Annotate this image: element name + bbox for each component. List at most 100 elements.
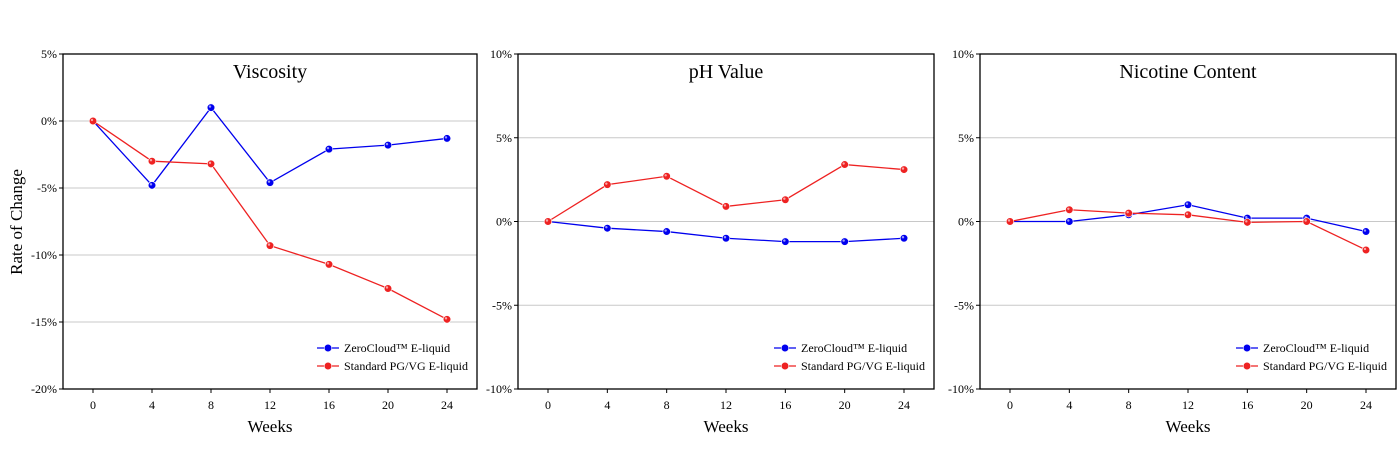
data-point-highlight <box>326 262 330 265</box>
data-point <box>840 160 849 169</box>
data-point-highlight <box>901 236 905 239</box>
legend-label: ZeroCloud™ E-liquid <box>801 341 907 355</box>
legend-marker <box>323 343 333 353</box>
x-tick-label: 16 <box>323 398 335 412</box>
data-point <box>324 145 334 154</box>
data-point-highlight <box>664 174 667 177</box>
data-point <box>265 241 275 250</box>
y-tick-label: 5% <box>958 131 974 145</box>
y-tick-label: 5% <box>41 47 57 61</box>
x-tick-label: 8 <box>664 398 670 412</box>
data-point-highlight <box>1185 202 1189 205</box>
legend-marker <box>1242 343 1252 353</box>
data-point-highlight <box>1007 219 1011 222</box>
y-tick-label: -5% <box>954 298 974 312</box>
data-point <box>442 134 452 143</box>
data-point <box>899 234 909 243</box>
data-point <box>1361 227 1371 236</box>
data-point-highlight <box>1245 220 1248 223</box>
data-point-highlight <box>605 226 608 229</box>
y-tick-label: 0% <box>958 215 974 229</box>
data-point <box>147 181 157 190</box>
data-point <box>1183 200 1193 209</box>
legend-label: Standard PG/VG E-liquid <box>344 359 468 373</box>
y-tick-label: -10% <box>486 382 512 396</box>
x-tick-label: 0 <box>90 398 96 412</box>
legend-marker <box>780 343 790 353</box>
data-point-highlight <box>723 204 727 207</box>
data-point <box>721 202 731 211</box>
data-point-highlight <box>208 105 212 108</box>
y-tick-label: -20% <box>31 382 57 396</box>
data-point-highlight <box>723 236 727 239</box>
x-tick-label: 20 <box>1301 398 1313 412</box>
legend-label: Standard PG/VG E-liquid <box>1263 359 1387 373</box>
y-axis-title: Rate of Change <box>7 169 26 275</box>
x-tick-label: 24 <box>898 398 910 412</box>
legend: ZeroCloud™ E-liquid Standard PG/VG E-liqu… <box>774 341 925 373</box>
chart-panels: 5% 0% -5% -10% -15% -20% 0 4 8 12 16 20 24 Weeks Visco… <box>31 47 1397 436</box>
panel-title: pH Value <box>689 61 764 83</box>
data-point-highlight <box>842 162 845 165</box>
y-tick-label: -5% <box>37 181 57 195</box>
data-point-highlight <box>1126 210 1129 214</box>
data-point <box>603 224 612 233</box>
data-point-highlight <box>385 286 389 289</box>
data-point-highlight <box>1245 215 1248 219</box>
data-point <box>781 237 790 246</box>
data-point <box>1183 210 1193 219</box>
y-tick-label: 0% <box>496 215 512 229</box>
legend-label: ZeroCloud™ E-liquid <box>344 341 450 355</box>
data-point <box>383 141 393 150</box>
data-point-highlight <box>783 197 786 200</box>
legend-label: Standard PG/VG E-liquid <box>801 359 925 373</box>
x-tick-label: 24 <box>1360 398 1372 412</box>
panel-title: Viscosity <box>233 61 307 83</box>
x-tick-label: 20 <box>839 398 851 412</box>
series-line <box>547 163 905 223</box>
data-point <box>1243 218 1252 227</box>
data-point <box>1005 217 1015 226</box>
data-point-highlight <box>605 182 608 185</box>
data-point <box>1065 205 1074 214</box>
x-tick-label: 0 <box>1007 398 1013 412</box>
y-tick-label: -5% <box>492 298 512 312</box>
panel-title: Nicotine Content <box>1119 61 1257 83</box>
data-point-highlight <box>1363 247 1367 251</box>
x-axis-title: Weeks <box>1166 417 1211 436</box>
data-point <box>543 217 553 226</box>
legend: ZeroCloud™ E-liquid Standard PG/VG E-liqu… <box>1236 341 1387 373</box>
legend-marker <box>323 361 333 371</box>
legend-marker <box>780 361 790 371</box>
data-point <box>88 116 98 126</box>
x-tick-label: 12 <box>264 398 276 412</box>
chart-panel: 5% 0% -5% -10% -15% -20% 0 4 8 12 16 20 24 Weeks Visco… <box>31 47 478 436</box>
data-point <box>442 315 452 324</box>
x-tick-label: 8 <box>1126 398 1132 412</box>
y-tick-label: -15% <box>31 315 57 329</box>
data-point-highlight <box>664 229 667 232</box>
data-point <box>324 260 334 269</box>
x-tick-label: 12 <box>720 398 732 412</box>
data-point-highlight <box>90 118 94 122</box>
y-tick-label: 0% <box>41 114 57 128</box>
legend-label: ZeroCloud™ E-liquid <box>1263 341 1369 355</box>
data-point-highlight <box>149 183 153 186</box>
data-point <box>603 180 612 189</box>
plot-frame <box>62 53 478 390</box>
series-line <box>92 120 448 320</box>
data-point <box>383 284 393 293</box>
chart-panel: 10% 5% 0% -5% -10% 0 4 8 12 16 20 24 Weeks Nicotine C… <box>948 47 1397 436</box>
y-tick-label: -10% <box>31 248 57 262</box>
x-tick-label: 8 <box>208 398 214 412</box>
data-point <box>662 227 671 236</box>
y-tick-label: 5% <box>496 131 512 145</box>
x-tick-label: 12 <box>1182 398 1194 412</box>
x-tick-label: 16 <box>1241 398 1253 412</box>
y-tick-label: 10% <box>952 47 974 61</box>
data-point-highlight <box>545 219 549 222</box>
data-point <box>840 237 849 246</box>
data-point <box>206 103 216 112</box>
data-point-highlight <box>783 239 786 242</box>
